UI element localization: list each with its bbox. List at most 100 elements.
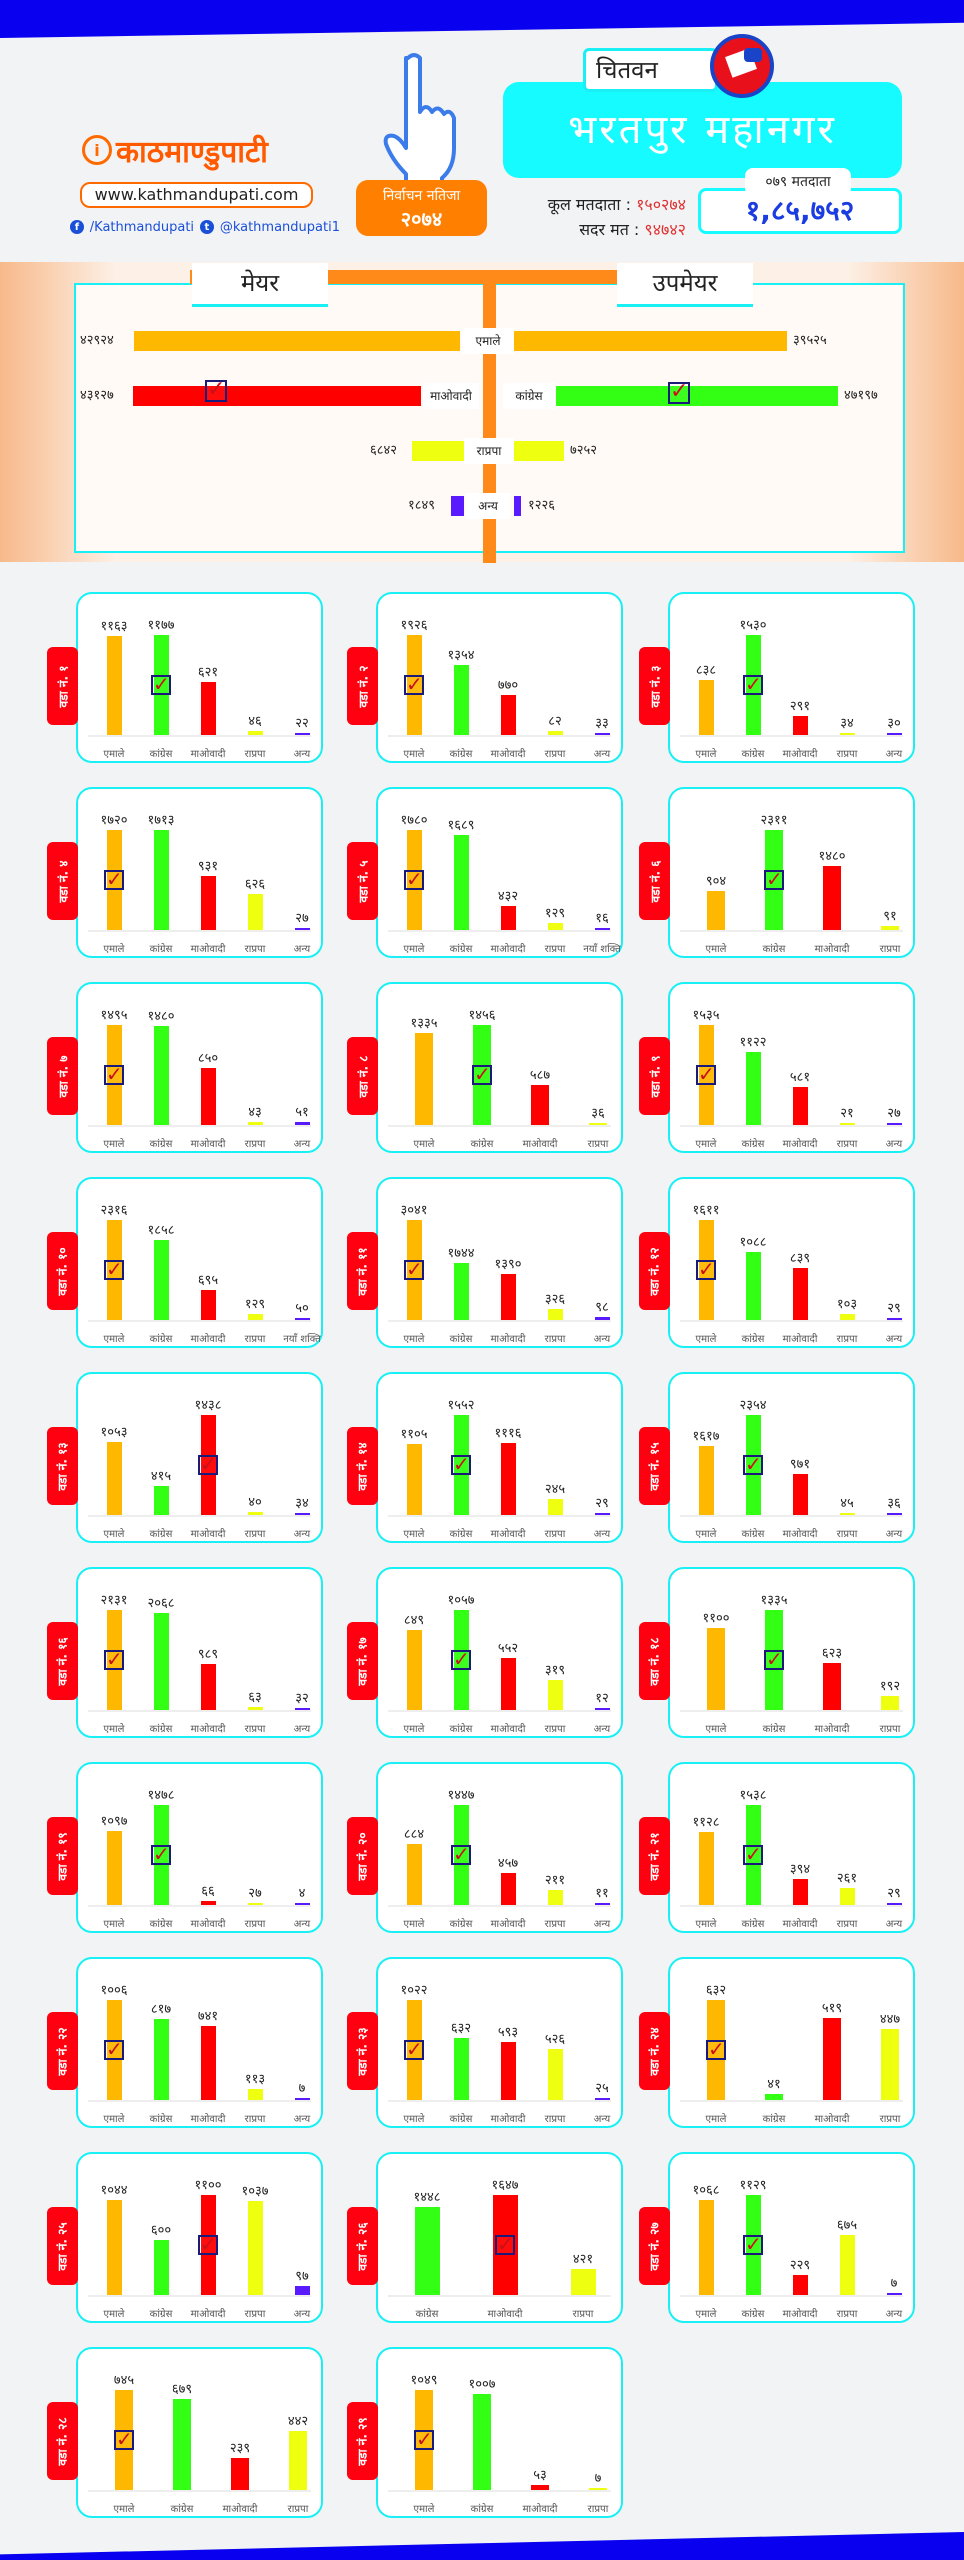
winner-check-icon: ✓ [495,2232,515,2256]
bar-value-label: २४५ [544,1482,566,1497]
bar-value-label: ६३२ [450,2021,472,2036]
bar-value-label: ५० [295,1301,309,1316]
ward-card: वडा नं. ९ १५३५ एमाले ✓ ११२२ कांग्रेस ५८१ माओवाद… [639,982,915,1153]
ward-card: वडा नं. ८ १३३५ एमाले १४५६ कांग्रेस ✓ ५८७ माओवाद… [347,982,623,1153]
winner-check-icon: ✓ [764,867,784,891]
bar-mark [547,2049,563,2100]
mayor-bar [451,496,464,516]
bar-value-label: ३१९ [544,1663,566,1678]
bar-value-label: १०६८ [692,2183,720,2198]
twitter-link[interactable]: @kathmandupati1 [219,219,340,235]
party-tick-label: अन्य [293,944,311,955]
ward-card: वडा नं. ६ ९०४ एमाले २३११ कांग्रेस ✓ १४८० माओवाद… [639,787,915,958]
party-tick-label: अन्य [293,2309,311,2320]
deputy-value: १२२६ [528,498,556,513]
party-tick-label: अन्य [593,2114,611,2125]
bar-mark [153,2019,169,2100]
bar-value-label: २७ [248,1886,262,1901]
bar-mark [294,2098,310,2100]
bar-value-label: १४५६ [468,1008,496,1023]
bar-mark [453,1415,469,1515]
bar-value-label: २३१६ [100,1203,128,1218]
bar-value-label: ९०४ [705,874,727,889]
bar-mark [453,1263,469,1320]
bar-value-label: १११६ [494,1426,522,1441]
bar-mark [839,1314,855,1320]
ward-card: वडा नं. २४ ६३२ एमाले ✓ ४१ कांग्रेस ५१९ माओवादी ४… [639,1957,915,2128]
party-tick-label: राप्रपा [244,1139,266,1150]
bar-value-label: ८३९ [789,1251,811,1266]
ward-label: वडा नं. १० [56,1246,71,1296]
facebook-link[interactable]: /Kathmandupati [89,219,195,235]
bar-mark [294,1318,310,1320]
bar-mark [294,2286,310,2295]
bar-value-label: १६१७ [692,1429,720,1444]
bar-value-label: ५३ [533,2468,547,2483]
bar-value-label: ११६३ [100,619,128,634]
bar-mark [200,682,216,735]
bar-mark [473,2394,491,2490]
bar-value-label: १४९५ [100,1008,128,1023]
bar-mark [594,2098,610,2100]
party-tick-label: माओवादी [782,1919,818,1930]
bar-mark [153,1026,169,1125]
bar-mark [547,1309,563,1320]
ward-label: वडा नं. ७ [56,1054,71,1098]
site-logo[interactable]: i काठमाण्डुपाटी [82,128,306,172]
bar-mark [153,635,169,735]
bar-value-label: ११३ [244,2072,266,2087]
bar-value-label: ७७० [497,678,519,693]
party-tick-label: कांग्रेस [762,944,786,955]
ward-label: वडा नं. १९ [56,1831,71,1881]
bar-value-label: १७४४ [447,1246,475,1261]
bar-value-label: २२९ [789,2258,811,2273]
bar-mark [473,1025,491,1125]
bar-mark [698,1025,714,1125]
party-tick-label: कांग्रेस [741,749,765,760]
bar-mark [707,1628,725,1710]
party-tick-label: अन्य [593,749,611,760]
party-tick-label: एमाले [403,749,425,760]
party-tick-label: कांग्रेस [470,1139,494,1150]
ward-label-tab: वडा नं. २१ [639,1817,670,1895]
bar-mark [153,1805,169,1905]
party-tick-label: माओवादी [814,1724,850,1735]
party-tick-label: अन्य [293,1139,311,1150]
bar-mark [792,1474,808,1515]
ward-card: वडा नं. ३ ८३८ एमाले १५३० कांग्रेस ✓ २९१ माओवादी… [639,592,915,763]
winner-check-icon: ✓ [404,672,424,696]
bar-mark [792,716,808,735]
website-link[interactable]: www.kathmandupati.com [80,182,313,208]
bar-value-label: २७ [887,1106,901,1121]
bar-value-label: १४४८ [413,2190,441,2205]
ward-label: वडा नं. १५ [648,1441,663,1491]
mayor-value: ६८४२ [370,443,398,458]
bar-value-label: १२९ [244,1297,266,1312]
bar-mark [153,1240,169,1320]
chart-baseline [88,735,311,737]
bar-mark [547,1890,563,1905]
district-label: चितवन [583,48,718,92]
bar-value-label: १४७८ [147,1788,175,1803]
deputy-value: ७२५२ [570,443,598,458]
party-tick-label: राप्रपा [879,2114,901,2125]
party-tick-label: अन्य [885,2309,903,2320]
party-tick-label: कांग्रेस [741,1919,765,1930]
bar-value-label: १०८८ [739,1235,767,1250]
bar-mark [106,1442,122,1515]
ward-label-tab: वडा नं. ८ [347,1037,378,1115]
party-tick-label: एमाले [695,2309,717,2320]
bar-value-label: ४२१ [572,2252,594,2267]
party-tick-label: माओवादी [190,1334,226,1345]
mayor-value: १८४९ [408,498,436,513]
chart-baseline [88,1515,311,1517]
bar-value-label: ४४२ [287,2414,309,2429]
bar-value-label: ४३ [248,1105,262,1120]
bar-value-label: १५३० [739,618,767,633]
bar-value-label: ६२१ [197,665,219,680]
twitter-icon: t [200,220,214,234]
bar-mark [247,2089,263,2100]
chart-baseline [88,1125,311,1127]
ward-label-tab: वडा नं. ३ [639,647,670,725]
bar-mark [406,1630,422,1710]
